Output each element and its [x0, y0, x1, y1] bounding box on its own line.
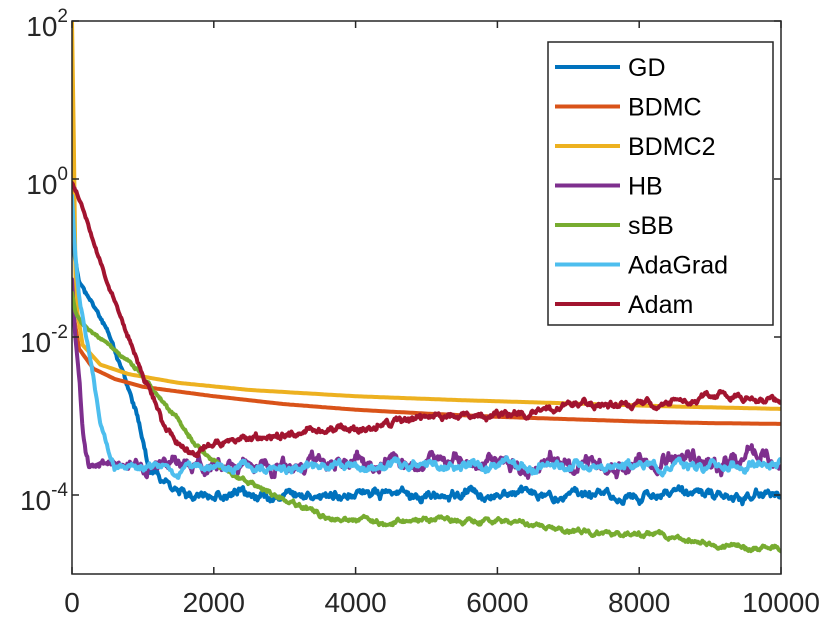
series-line-sbb	[72, 290, 781, 554]
y-tick-label: 100	[26, 164, 68, 200]
series-line-adam	[72, 180, 781, 459]
series-line-adagrad	[72, 193, 781, 480]
legend-label-gd: GD	[628, 54, 666, 82]
series-line-bdmc	[72, 303, 781, 426]
x-tick-label: 10000	[742, 587, 820, 618]
legend-label-hb: HB	[628, 173, 663, 201]
legend-label-adam: Adam	[628, 291, 693, 319]
x-tick-label: 0	[64, 587, 80, 618]
legend: GD BDMC BDMC2 HB sBB AdaGrad Adam	[547, 41, 774, 326]
legend-label-bdmc2: BDMC2	[628, 133, 716, 161]
y-tick-label: 10-2	[20, 322, 68, 358]
axes-box	[71, 20, 782, 575]
tick-layer: 0 2000 4000 6000 8000 10000 102 100 10-2 10-4	[20, 6, 820, 618]
legend-label-sbb: sBB	[628, 212, 674, 240]
x-tick-label: 2000	[183, 587, 245, 618]
y-tick-label: 102	[26, 6, 68, 42]
series-line-gd	[72, 208, 781, 507]
y-tick-label: 10-4	[20, 480, 68, 516]
x-tick-label: 4000	[324, 587, 386, 618]
legend-label-adagrad: AdaGrad	[628, 252, 728, 280]
series-layer	[72, 21, 781, 554]
x-tick-label: 6000	[466, 587, 528, 618]
x-tick-label: 8000	[608, 587, 670, 618]
legend-label-bdmc: BDMC	[628, 94, 702, 122]
